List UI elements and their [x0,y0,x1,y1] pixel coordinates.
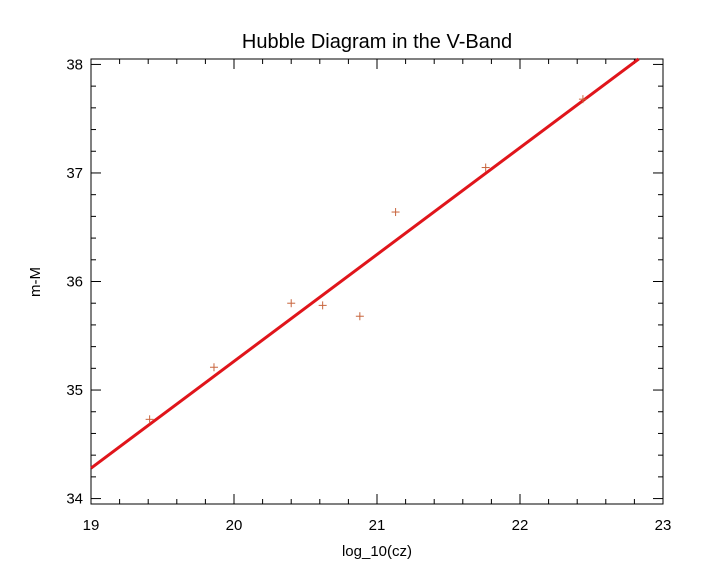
data-point [318,301,327,310]
data-point [355,312,364,321]
data-point [391,208,400,217]
x-tick-label: 21 [369,517,386,534]
data-points-layer [145,95,587,424]
fit-line [90,57,640,470]
x-axis-label: log_10(cz) [342,543,412,560]
x-tick-label: 22 [512,517,529,534]
axis-ticks [90,59,664,504]
y-tick-label: 38 [66,56,83,73]
data-point [287,299,296,308]
y-tick-label: 37 [66,165,83,182]
data-point [145,415,154,424]
x-tick-label: 19 [83,517,100,534]
plot-frame [90,58,664,505]
y-tick-label: 34 [66,491,83,508]
y-tick-label: 36 [66,274,83,291]
y-tick-label: 35 [66,382,83,399]
x-tick-label: 23 [655,517,672,534]
y-axis-label: m-M [27,267,44,297]
chart-title: Hubble Diagram in the V-Band [242,31,512,53]
fit-line-layer [90,57,640,470]
data-point [209,363,218,372]
data-point [481,163,490,172]
data-point [578,95,587,104]
tick-labels: 19 20 21 22 23 34 35 36 37 38 [66,56,671,534]
x-tick-label: 20 [226,517,243,534]
